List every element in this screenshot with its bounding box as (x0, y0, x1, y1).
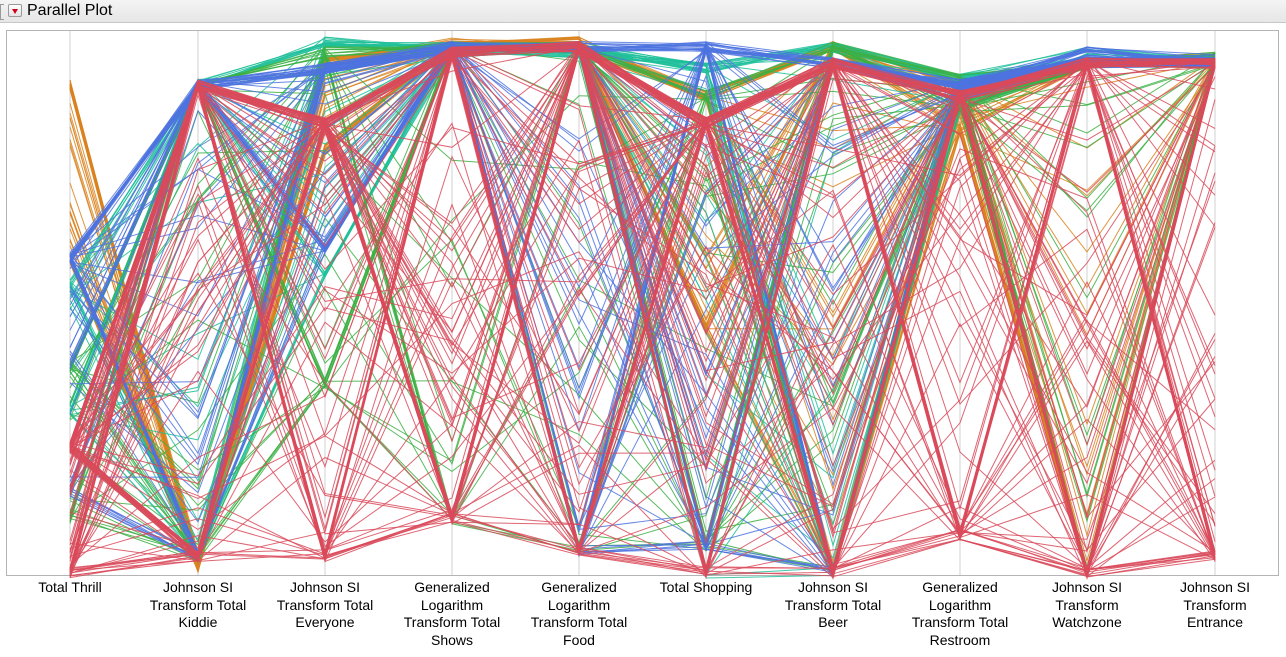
outline-bracket (0, 4, 4, 20)
data-line (69, 45, 1216, 573)
axis-label-line: Transform (1055, 596, 1119, 613)
axis-label-9: Johnson SI Transform Entrance (1145, 579, 1285, 632)
axis-label-line: Generalized (541, 579, 617, 595)
axis-label-line: Logarithm (547, 596, 611, 613)
axis-label-line: Johnson SI (162, 579, 234, 595)
data-line (69, 51, 1216, 578)
axis-label-line: Transform Total (911, 614, 1009, 630)
axis-label-line: Total Thrill (38, 579, 102, 595)
data-line (69, 45, 1216, 555)
data-line (69, 41, 1216, 557)
data-line (69, 48, 1216, 519)
axis-label-4: Generalized Logarithm Transform Total Food (509, 579, 649, 649)
data-line (69, 45, 1216, 550)
axis-label-line: Restroom (929, 631, 991, 648)
data-line (69, 47, 1216, 574)
axis-label-line: Transform Total (149, 596, 247, 613)
axis-label-line: Johnson SI (289, 579, 361, 595)
axis-label-7: Generalized Logarithm Transform Total Restr… (890, 579, 1030, 649)
data-line (69, 66, 1216, 556)
axis-label-line: Generalized (922, 579, 998, 595)
axis-label-6: Johnson SI Transform Total Beer (763, 579, 903, 632)
axis-label-line: Entrance (1186, 614, 1244, 630)
axis-label-line: Johnson SI (1051, 579, 1123, 595)
data-line (69, 120, 1216, 578)
axis-label-line: Generalized (414, 579, 490, 595)
axis-label-line: Food (563, 631, 595, 648)
data-line (69, 93, 1216, 560)
axis-label-line: Beer (818, 614, 848, 630)
data-line (69, 49, 1216, 576)
data-line (69, 44, 1216, 580)
red-triangle-menu-icon[interactable] (8, 4, 22, 17)
axis-label-line: Logarithm (928, 596, 992, 613)
data-line (69, 45, 1216, 523)
series-4 (69, 40, 1216, 580)
axis-label-5: Total Shopping (636, 579, 776, 597)
data-line (69, 118, 1216, 576)
axis-label-8: Johnson SI Transform Watchzone (1017, 579, 1157, 632)
axis-label-line: Transform Total (403, 614, 501, 630)
outline-header: Parallel Plot (0, 0, 1286, 23)
data-line (69, 42, 1216, 562)
data-line (69, 85, 1216, 572)
axis-label-line: Transform (1183, 596, 1247, 613)
axis-label-line: Johnson SI (797, 579, 869, 595)
axis-label-line: Watchzone (1052, 614, 1122, 630)
data-line (69, 60, 1216, 571)
axis-label-2: Johnson SI Transform Total Everyone (255, 579, 395, 632)
data-line (69, 46, 1216, 571)
data-line (69, 45, 1216, 495)
data-line (69, 44, 1216, 573)
axis-label-line: Johnson SI (1179, 579, 1251, 595)
data-line (69, 67, 1216, 556)
data-line (69, 54, 1216, 576)
axis-label-line: Logarithm (420, 596, 484, 613)
axis-label-line: Transform Total (276, 596, 374, 613)
axis-label-1: Johnson SI Transform Total Kiddie (128, 579, 268, 632)
axis-label-line: Everyone (295, 614, 355, 630)
data-line (69, 47, 1216, 573)
axis-label-line: Shows (430, 631, 474, 648)
axis-label-line: Kiddie (178, 614, 218, 630)
axis-label-line: Transform Total (784, 596, 882, 613)
data-line (69, 43, 1216, 362)
data-line (69, 60, 1216, 572)
data-line (69, 59, 1216, 560)
data-line (69, 42, 1216, 577)
data-line (69, 48, 1216, 566)
data-line (69, 53, 1216, 552)
axis-label-0: Total Thrill (0, 579, 140, 597)
outline-title: Parallel Plot (27, 2, 113, 19)
data-line (69, 41, 1216, 577)
data-line (69, 63, 1216, 573)
axis-label-3: Generalized Logarithm Transform Total Shows (382, 579, 522, 649)
data-line (69, 81, 1216, 579)
axis-label-line: Transform Total (530, 614, 628, 630)
data-line (69, 46, 1216, 552)
axis-label-line: Total Shopping (659, 579, 753, 595)
data-line (69, 47, 1216, 570)
data-line (69, 47, 1216, 573)
data-line (69, 51, 1216, 579)
data-line (69, 41, 1216, 576)
data-line (69, 45, 1216, 510)
